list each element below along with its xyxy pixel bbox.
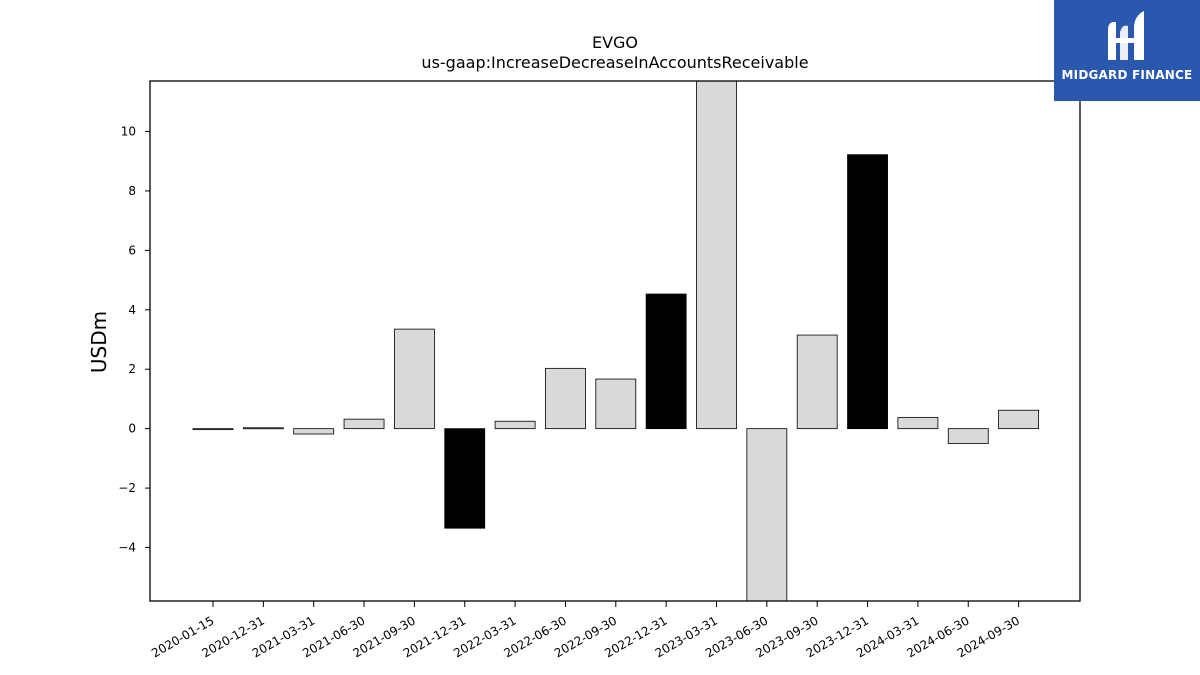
bar-2020-12-31: [242, 427, 284, 430]
y-tick-label: −2: [118, 481, 136, 495]
bar-2021-06-30: [343, 418, 385, 430]
y-tick-label: −4: [118, 541, 136, 555]
y-axis: −4 −2 0 2 4 6 8 10: [118, 125, 150, 555]
bar-2021-12-31: [444, 428, 486, 529]
bar-2020-01-15: [192, 428, 234, 431]
y-axis-label: USDm: [87, 311, 111, 373]
y-tick-label: 0: [128, 422, 136, 436]
y-tick-label: 8: [128, 184, 136, 198]
bar-2023-06-30: [746, 428, 788, 602]
midgard-logo-icon: [1108, 11, 1144, 61]
bars-layer: [192, 80, 1039, 602]
bar-2021-03-31: [293, 428, 335, 435]
y-tick-label: 4: [128, 303, 136, 317]
brand-name: MIDGARD FINANCE: [1061, 68, 1193, 82]
bar-2022-06-30: [545, 367, 586, 430]
bar-2023-12-31: [847, 154, 888, 430]
bar-2021-09-30: [393, 328, 435, 430]
x-axis: 2020-01-152020-12-312021-03-312021-06-30…: [149, 601, 1022, 660]
brand-logo: MIDGARD FINANCE: [1054, 0, 1200, 101]
bar-2022-12-31: [645, 293, 687, 430]
y-tick-label: 6: [128, 243, 136, 257]
bar-2022-09-30: [595, 378, 637, 430]
chart-subtitle: us-gaap:IncreaseDecreaseInAccountsReceiv…: [421, 53, 808, 72]
y-tick-label: 2: [128, 362, 136, 376]
bar-2024-03-31: [897, 416, 939, 430]
chart-title: EVGO: [592, 33, 638, 52]
bar-2023-09-30: [796, 334, 838, 430]
y-tick-label: 10: [121, 125, 136, 139]
plot-frame: [149, 80, 1081, 602]
bar-2023-03-31: [696, 80, 737, 430]
bar-2022-03-31: [494, 420, 536, 430]
bar-2024-09-30: [998, 409, 1039, 430]
bar-2024-06-30: [947, 428, 989, 444]
